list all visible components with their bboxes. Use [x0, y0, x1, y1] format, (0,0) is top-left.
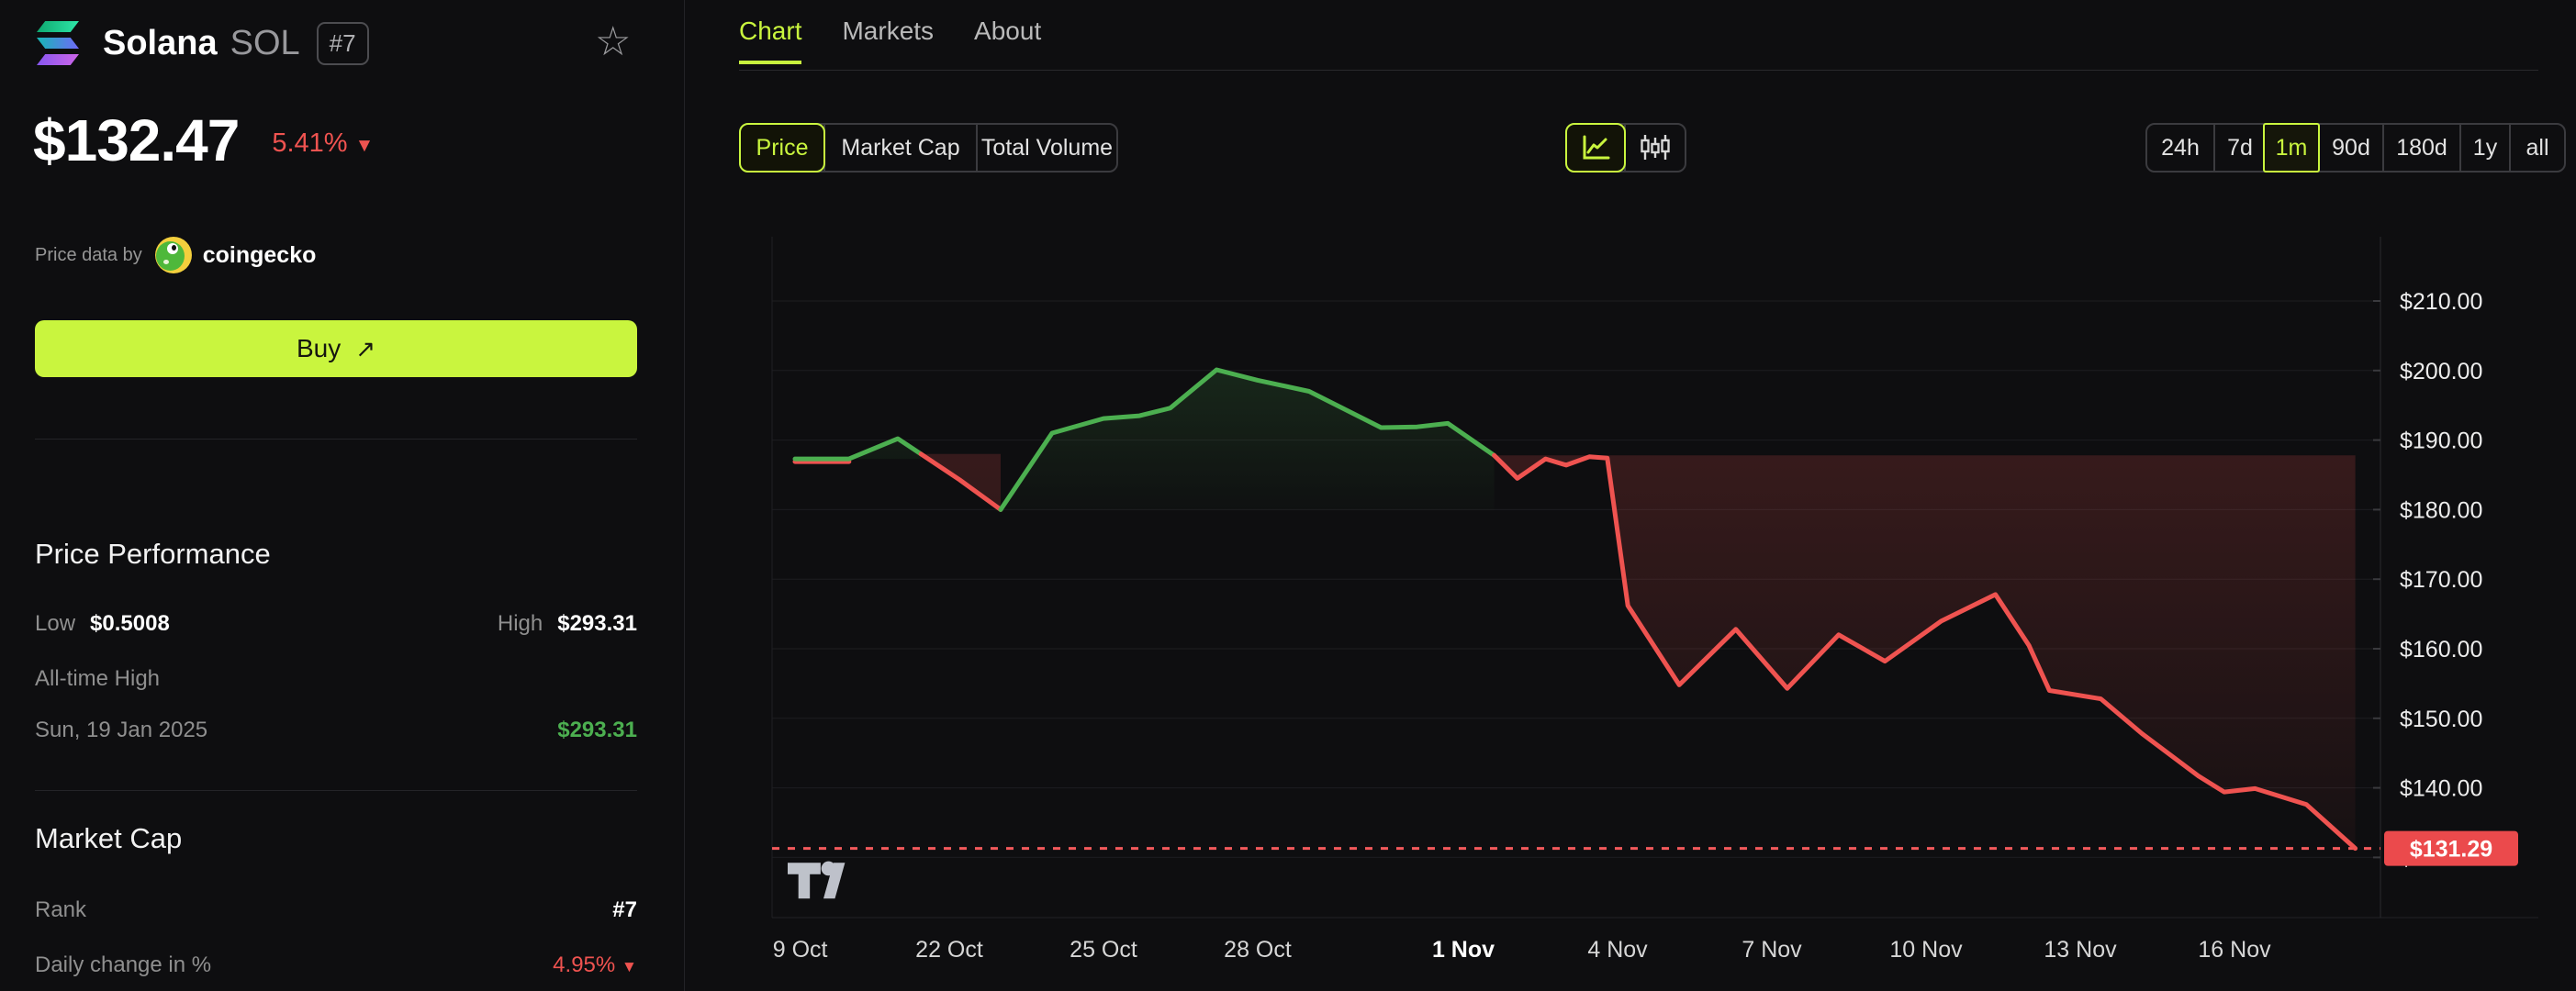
attribution-text: Price data by: [35, 244, 142, 265]
metric-price-button[interactable]: Price: [739, 123, 825, 173]
high-label: High: [497, 611, 543, 636]
svg-text:$170.00: $170.00: [2400, 567, 2482, 593]
chart-type-toggle-group: [1565, 123, 1686, 173]
attribution: Price data by coingecko: [35, 237, 316, 273]
line-chart-icon[interactable]: [1565, 123, 1626, 173]
svg-text:7 Nov: 7 Nov: [1742, 937, 1802, 963]
svg-text:$130.00: $130.00: [2400, 845, 2482, 871]
range-180d-button[interactable]: 180d: [2382, 125, 2459, 171]
ath-label-row: All-time High: [35, 666, 637, 692]
tab-bar: Chart Markets About: [739, 17, 1041, 64]
divider: [35, 439, 637, 440]
divider: [35, 790, 637, 791]
rank-label: Rank: [35, 897, 87, 922]
metric-toggle-group: Price Market Cap Total Volume: [739, 123, 1118, 173]
coin-price: $132.47: [33, 107, 240, 173]
range-1m-button[interactable]: 1m: [2263, 123, 2320, 173]
main-panel: Chart Markets About Price Market Cap Tot…: [685, 0, 2576, 991]
range-1y-button[interactable]: 1y: [2459, 125, 2509, 171]
svg-text:13 Nov: 13 Nov: [2044, 937, 2117, 963]
range-7d-button[interactable]: 7d: [2213, 125, 2265, 171]
svg-text:9 Oct: 9 Oct: [773, 937, 828, 963]
svg-text:25 Oct: 25 Oct: [1070, 937, 1137, 963]
svg-text:$190.00: $190.00: [2400, 429, 2482, 454]
coingecko-icon: [154, 237, 192, 273]
svg-text:$131.29: $131.29: [2410, 837, 2492, 863]
daily-change-number: 4.95%: [553, 952, 616, 977]
sidebar: Solana SOL #7 ☆ $132.47 5.41% ▼ Price da…: [0, 0, 685, 991]
price-row: $132.47 5.41% ▼: [33, 106, 374, 174]
low-value: $0.5008: [90, 611, 170, 636]
metric-totalvolume-button[interactable]: Total Volume: [976, 125, 1116, 171]
tab-chart[interactable]: Chart: [739, 17, 802, 64]
rank-badge: #7: [316, 21, 369, 65]
range-all-button[interactable]: all: [2509, 125, 2564, 171]
svg-text:$140.00: $140.00: [2400, 776, 2482, 802]
svg-text:$210.00: $210.00: [2400, 289, 2482, 315]
ath-value: $293.31: [557, 718, 637, 742]
metric-marketcap-button[interactable]: Market Cap: [823, 125, 976, 171]
svg-text:22 Oct: 22 Oct: [915, 937, 983, 963]
rank-row: Rank #7: [35, 897, 637, 923]
ath-value-row: Sun, 19 Jan 2025 $293.31: [35, 718, 637, 743]
svg-text:16 Nov: 16 Nov: [2198, 937, 2271, 963]
range-90d-button[interactable]: 90d: [2318, 125, 2382, 171]
tradingview-logo: [788, 861, 846, 899]
low-high-row: Low $0.5008 High $293.31: [35, 611, 637, 637]
candlestick-chart-icon[interactable]: [1624, 125, 1685, 171]
low-label: Low: [35, 611, 76, 636]
price-change-value: 5.41%: [272, 128, 348, 158]
tab-divider: [739, 70, 2538, 71]
market-cap-title: Market Cap: [35, 822, 183, 854]
tab-markets[interactable]: Markets: [842, 17, 935, 45]
svg-text:$180.00: $180.00: [2400, 497, 2482, 523]
svg-text:10 Nov: 10 Nov: [1889, 937, 1963, 963]
svg-text:4 Nov: 4 Nov: [1587, 937, 1648, 963]
rank-value: #7: [612, 897, 637, 922]
tab-about[interactable]: About: [974, 17, 1042, 45]
svg-text:28 Oct: 28 Oct: [1224, 937, 1292, 963]
down-triangle-icon: ▼: [621, 957, 637, 975]
buy-button[interactable]: Buy ↗: [35, 320, 637, 377]
daily-change-label: Daily change in %: [35, 952, 212, 977]
solana-logo-icon: [35, 20, 81, 66]
coin-name: Solana: [103, 23, 218, 62]
buy-label: Buy: [296, 334, 342, 362]
high-value: $293.31: [557, 611, 637, 636]
svg-text:$160.00: $160.00: [2400, 637, 2482, 663]
svg-text:$150.00: $150.00: [2400, 707, 2482, 732]
coin-header: Solana SOL #7: [35, 20, 369, 66]
daily-change-value: 4.95% ▼: [553, 952, 637, 978]
coin-symbol: SOL: [230, 23, 300, 62]
favorite-star-icon[interactable]: ☆: [595, 19, 632, 64]
attribution-brand: coingecko: [202, 241, 317, 268]
ath-date: Sun, 19 Jan 2025: [35, 718, 208, 742]
ath-label: All-time High: [35, 666, 161, 691]
down-triangle-icon: ▼: [354, 135, 375, 156]
price-performance-title: Price Performance: [35, 538, 271, 570]
svg-text:1 Nov: 1 Nov: [1432, 937, 1495, 963]
daily-change-row: Daily change in % 4.95% ▼: [35, 952, 637, 978]
svg-text:$200.00: $200.00: [2400, 359, 2482, 384]
range-24h-button[interactable]: 24h: [2161, 134, 2200, 161]
range-toggle-group: 24h 7d 1m 90d 180d 1y all: [2145, 123, 2566, 173]
arrow-up-right-icon: ↗: [355, 334, 376, 362]
price-change: 5.41% ▼: [272, 128, 374, 159]
